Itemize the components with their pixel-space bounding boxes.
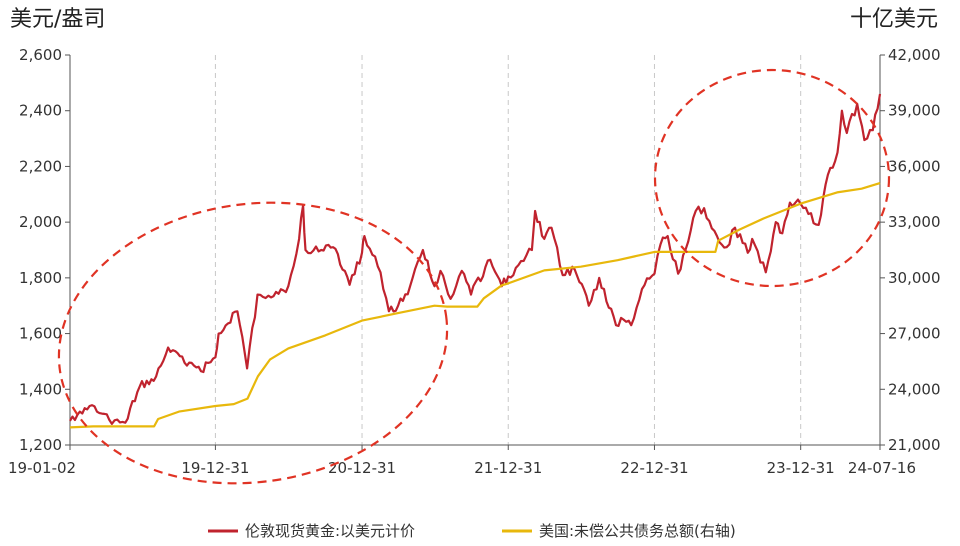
right-tick-label: 30,000 <box>888 269 941 287</box>
annotation-ellipse-left <box>57 201 449 485</box>
series-line-gold-price <box>69 93 882 425</box>
x-tick-label: 19-01-02 <box>8 459 76 477</box>
x-tick-label: 20-12-31 <box>328 459 396 477</box>
series-line-public-debt <box>69 182 881 429</box>
annotation-ellipses <box>57 68 891 485</box>
left-tick-label: 2,200 <box>19 157 62 175</box>
legend: 伦敦现货黄金:以美元计价 美国:未偿公共债务总额(右轴) <box>208 522 736 540</box>
left-axis-unit: 美元/盎司 <box>10 7 105 32</box>
x-tick-label: 21-12-31 <box>474 459 542 477</box>
left-tick-label: 1,800 <box>19 269 62 287</box>
left-tick-label: 2,000 <box>19 213 62 231</box>
axes <box>69 55 881 446</box>
left-tick-label: 1,600 <box>19 325 62 343</box>
legend-label-debt: 美国:未偿公共债务总额(右轴) <box>539 522 736 540</box>
x-tick-label: 24-07-16 <box>848 459 916 477</box>
x-tick-label: 22-12-31 <box>620 459 688 477</box>
right-tick-label: 24,000 <box>888 380 941 398</box>
left-tick-label: 2,600 <box>19 46 62 64</box>
legend-label-gold: 伦敦现货黄金:以美元计价 <box>245 522 415 540</box>
left-tick-label: 1,400 <box>19 380 62 398</box>
left-tick-label: 2,400 <box>19 102 62 120</box>
annotation-ellipse-right <box>653 68 891 288</box>
right-axis-ticks: 21,000 24,000 27,000 30,000 33,000 36,000 39,0… <box>880 46 941 454</box>
right-tick-label: 27,000 <box>888 325 941 343</box>
gridlines <box>214 55 802 445</box>
left-axis-ticks: 1,200 1,400 1,600 1,800 2,000 2,200 2,400 2,600 <box>19 46 70 454</box>
x-axis-ticks: 19-01-02 19-12-31 20-12-31 21-12-31 22-12-31… <box>8 445 916 477</box>
right-tick-label: 42,000 <box>888 46 941 64</box>
series-layer <box>69 93 882 429</box>
x-tick-label: 23-12-31 <box>767 459 835 477</box>
right-tick-label: 21,000 <box>888 436 941 454</box>
x-tick-label: 19-12-31 <box>181 459 249 477</box>
right-tick-label: 36,000 <box>888 157 941 175</box>
right-axis-unit: 十亿美元 <box>850 7 938 32</box>
left-tick-label: 1,200 <box>19 436 62 454</box>
right-tick-label: 39,000 <box>888 102 941 120</box>
right-tick-label: 33,000 <box>888 213 941 231</box>
